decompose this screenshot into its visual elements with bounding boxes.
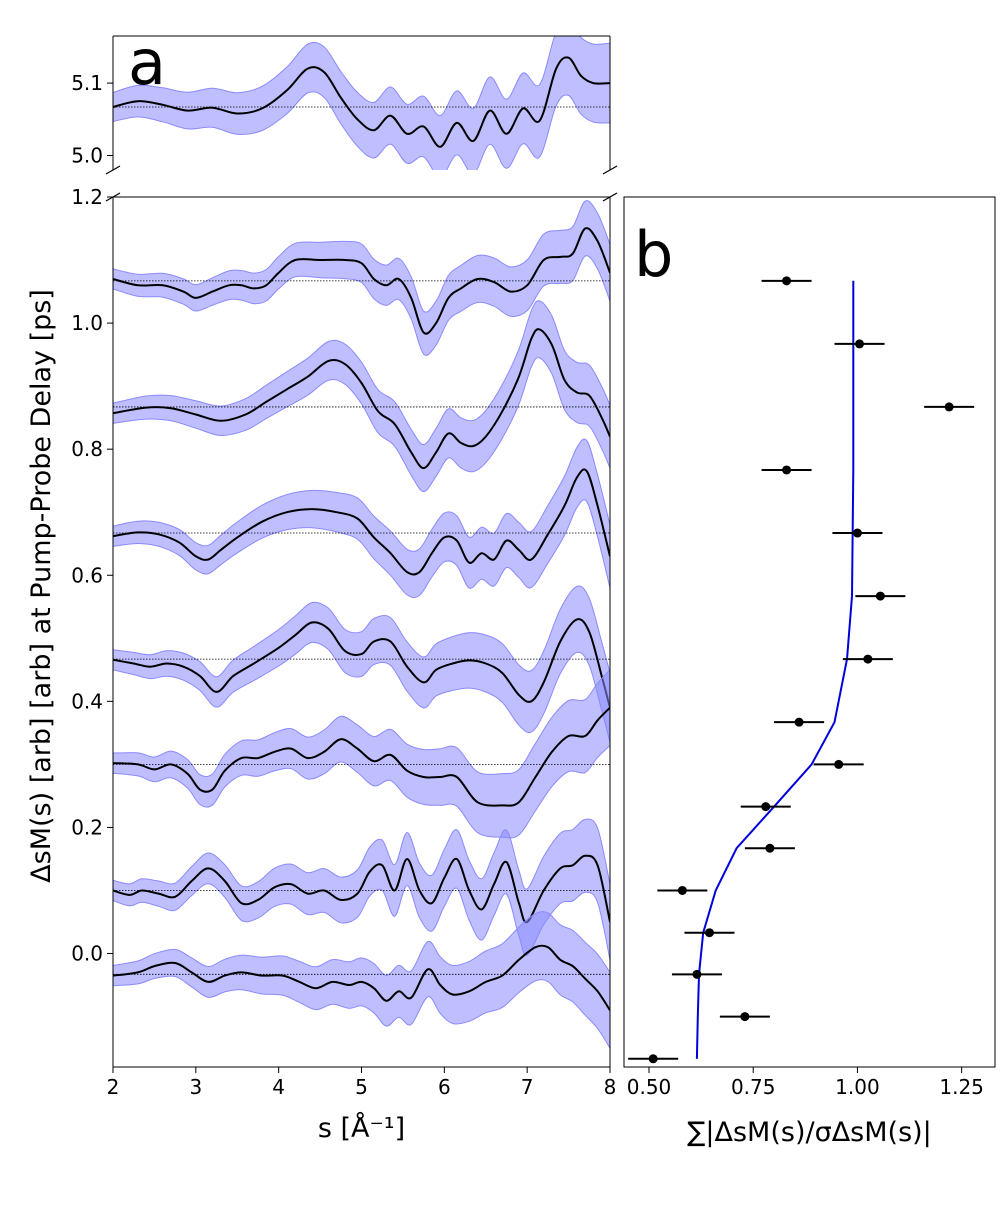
y-tick-label-a: 0.8 [71, 437, 103, 461]
y-tick-label-a-top: 5.0 [71, 144, 103, 168]
y-tick-label-a: 0.4 [71, 689, 103, 713]
uncertainty-band-7 [113, 911, 610, 1050]
x-tick-label-a: 7 [521, 1075, 534, 1099]
data-point-13 [704, 928, 714, 938]
y-tick-label-a: 1.2 [71, 185, 103, 209]
data-point-3 [944, 402, 954, 412]
x-tick-label-b: 0.50 [627, 1075, 672, 1099]
axes-frame-b [623, 196, 996, 1068]
data-point-14 [692, 969, 702, 979]
panel-label-b: b [634, 218, 673, 291]
y-tick-label-a-top: 5.1 [71, 71, 103, 95]
panel-b: 0.50 0.75 1.00 1.25 ∑|ΔsM(s)/σΔsM(s)| b [623, 196, 996, 1148]
y-tick-label-a: 0.0 [71, 942, 103, 966]
data-point-4 [782, 465, 792, 475]
x-tick-label-b: 1.25 [939, 1075, 984, 1099]
trace-line-3 [113, 468, 610, 576]
data-point-8 [794, 717, 804, 727]
uncertainty-band-6 [113, 818, 610, 960]
axis-break-mark [602, 165, 618, 175]
trace-line-7 [113, 944, 610, 1011]
x-axis-label-b: ∑|ΔsM(s)/σΔsM(s)| [687, 1117, 932, 1148]
data-point-12 [677, 885, 687, 895]
data-point-1 [782, 276, 792, 286]
x-tick-label-a: 3 [189, 1075, 202, 1099]
y-tick-label-a: 0.6 [71, 563, 103, 587]
x-tick-label-a: 2 [107, 1075, 120, 1099]
x-tick-label-a: 6 [438, 1075, 451, 1099]
x-tick-label-b: 0.75 [731, 1075, 776, 1099]
uncertainty-band-3 [113, 438, 610, 599]
data-point-9 [834, 759, 844, 769]
data-point-7 [863, 654, 873, 664]
trace-line-4 [113, 618, 610, 708]
panel-a-top: 5.0 5.1 a [71, 26, 618, 202]
y-axis-label-a: ΔsM(s) [arb] [arb] at Pump-Probe Delay [… [26, 289, 57, 883]
y-tick-label-a: 0.2 [71, 815, 103, 839]
uncertainty-band-5 [113, 669, 610, 839]
panel-label-a: a [128, 26, 166, 99]
trace-line-5 [113, 706, 610, 807]
panel-a: 2 3 4 5 6 7 8 0.0 0.2 0.4 0.6 0.8 1.0 1.2 s [Å⁻¹] ΔsM(s… [26, 185, 616, 1144]
data-point-6 [875, 591, 885, 601]
y-tick-label-a: 1.0 [71, 311, 103, 335]
x-tick-label-b: 1.00 [835, 1075, 880, 1099]
uncertainty-band-top [113, 36, 610, 170]
data-point-16 [648, 1054, 658, 1064]
plot-area-a-top [113, 36, 610, 170]
trace-line-2 [113, 328, 610, 470]
trace-line-1 [113, 227, 610, 335]
trace-line-top [113, 56, 610, 148]
data-point-15 [740, 1012, 750, 1022]
data-point-11 [765, 843, 775, 853]
data-point-2 [855, 339, 865, 349]
uncertainty-band-2 [113, 300, 610, 493]
model-line [695, 280, 855, 1059]
data-point-10 [761, 802, 771, 812]
x-axis-label-a: s [Å⁻¹] [318, 1112, 405, 1144]
uncertainty-band-4 [113, 585, 610, 743]
uncertainty-band-1 [113, 200, 610, 356]
x-tick-label-a: 5 [355, 1075, 368, 1099]
plot-area-a [113, 200, 610, 1050]
x-tick-label-a: 8 [604, 1075, 617, 1099]
axis-break-mark [105, 165, 121, 175]
x-tick-label-a: 4 [272, 1075, 285, 1099]
data-point-5 [852, 528, 862, 538]
